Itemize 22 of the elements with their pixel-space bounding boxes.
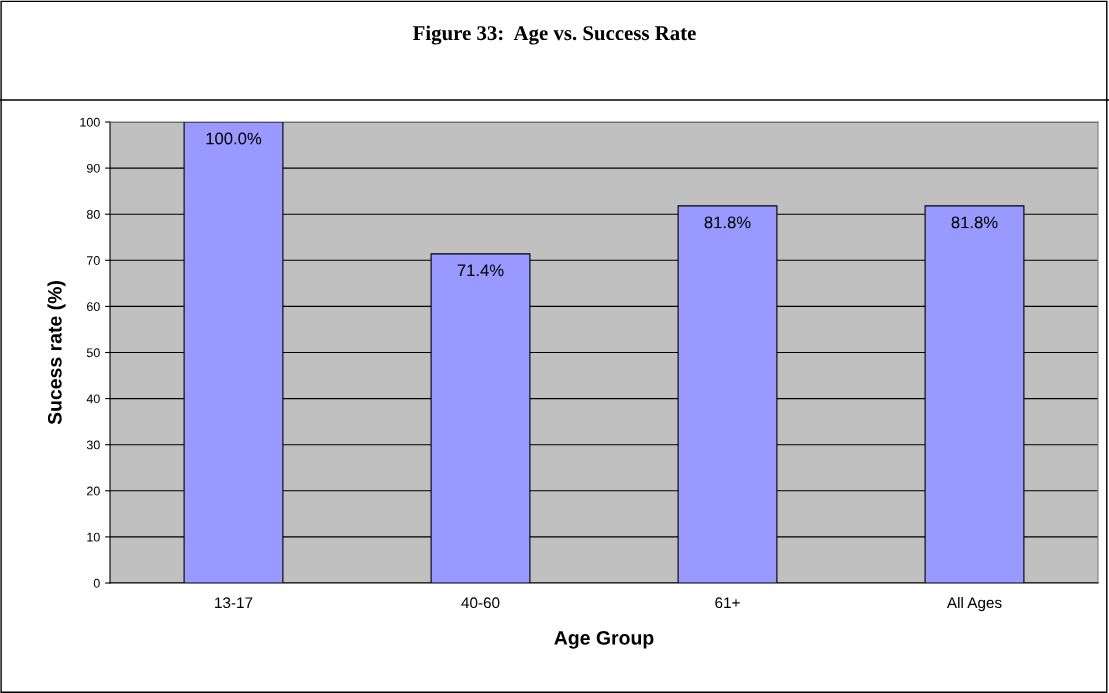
y-tick-label: 10 [87, 532, 100, 542]
y-tick-label: 100 [80, 117, 100, 127]
y-tick-label: 30 [86, 440, 100, 450]
chart-title: Figure 33: Age vs. Success Rate [412, 25, 696, 45]
y-tick-label: 0 [93, 578, 100, 588]
y-tick-label: 50 [86, 348, 100, 358]
x-axis-title: Age Group [554, 631, 654, 649]
x-tick-label: All Ages [946, 596, 1002, 612]
x-tick-label: 13-17 [215, 597, 253, 609]
y-tick-label: 80 [86, 210, 100, 219]
x-tick-label: 40-60 [461, 597, 500, 609]
data-label: 100.0% [206, 132, 262, 145]
data-label: 81.8% [951, 216, 998, 229]
y-tick-label: 90 [86, 163, 100, 173]
y-tick-label: 70 [87, 256, 100, 265]
x-tick-label: 61+ [715, 597, 740, 609]
data-label: 81.8% [704, 216, 751, 229]
y-axis-title: Sucess rate (%) [47, 281, 66, 425]
y-tick-label: 40 [86, 394, 100, 404]
y-tick-label: 60 [87, 302, 100, 312]
data-label: 71.4% [457, 264, 504, 277]
y-tick-label: 20 [87, 486, 100, 496]
